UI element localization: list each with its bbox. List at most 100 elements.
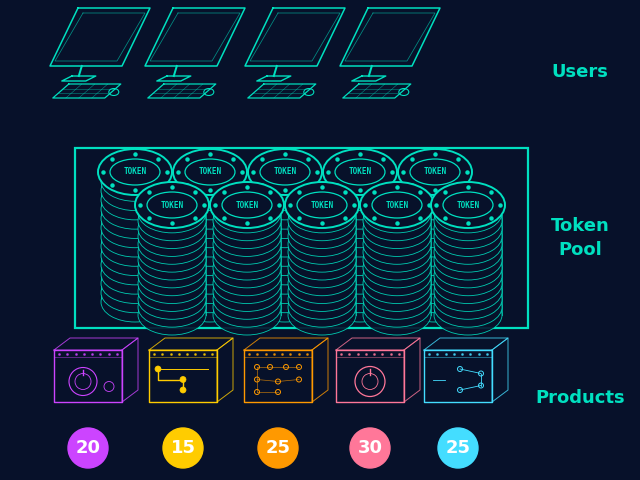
- Ellipse shape: [213, 271, 281, 312]
- Ellipse shape: [176, 161, 244, 201]
- Ellipse shape: [401, 161, 469, 201]
- Ellipse shape: [213, 201, 281, 240]
- Text: Products: Products: [535, 389, 625, 407]
- Ellipse shape: [434, 295, 502, 335]
- Ellipse shape: [288, 232, 356, 272]
- Ellipse shape: [288, 287, 356, 327]
- Text: TOKEN: TOKEN: [273, 168, 296, 177]
- Ellipse shape: [176, 198, 244, 239]
- Text: TOKEN: TOKEN: [348, 168, 372, 177]
- Ellipse shape: [434, 232, 502, 272]
- Ellipse shape: [288, 295, 356, 335]
- Ellipse shape: [101, 254, 169, 294]
- Circle shape: [163, 428, 203, 468]
- Ellipse shape: [251, 236, 319, 276]
- Ellipse shape: [401, 208, 469, 248]
- Ellipse shape: [176, 273, 244, 312]
- Circle shape: [155, 366, 161, 372]
- Ellipse shape: [101, 189, 169, 229]
- Ellipse shape: [176, 170, 244, 211]
- Ellipse shape: [326, 273, 394, 312]
- Ellipse shape: [176, 217, 244, 257]
- Ellipse shape: [372, 192, 422, 218]
- Ellipse shape: [251, 217, 319, 257]
- Text: TOKEN: TOKEN: [385, 201, 408, 209]
- Ellipse shape: [213, 287, 281, 327]
- Ellipse shape: [401, 152, 469, 192]
- Text: TOKEN: TOKEN: [161, 201, 184, 209]
- Ellipse shape: [326, 217, 394, 257]
- Ellipse shape: [434, 201, 502, 240]
- Ellipse shape: [213, 193, 281, 233]
- Ellipse shape: [326, 226, 394, 266]
- Ellipse shape: [101, 236, 169, 276]
- Ellipse shape: [363, 232, 431, 272]
- Ellipse shape: [135, 182, 209, 228]
- Ellipse shape: [176, 152, 244, 192]
- Ellipse shape: [297, 192, 347, 218]
- Ellipse shape: [363, 271, 431, 312]
- Ellipse shape: [401, 198, 469, 239]
- Text: 25: 25: [266, 439, 291, 457]
- Ellipse shape: [176, 245, 244, 285]
- Ellipse shape: [138, 264, 206, 303]
- Ellipse shape: [101, 208, 169, 248]
- Ellipse shape: [401, 189, 469, 229]
- Ellipse shape: [326, 208, 394, 248]
- Ellipse shape: [101, 180, 169, 220]
- Ellipse shape: [363, 216, 431, 256]
- Ellipse shape: [288, 209, 356, 249]
- Ellipse shape: [326, 198, 394, 239]
- Ellipse shape: [335, 159, 385, 185]
- Ellipse shape: [210, 182, 284, 228]
- Ellipse shape: [326, 245, 394, 285]
- Text: TOKEN: TOKEN: [424, 168, 447, 177]
- Ellipse shape: [326, 254, 394, 294]
- Ellipse shape: [363, 248, 431, 288]
- Ellipse shape: [260, 159, 310, 185]
- Ellipse shape: [176, 264, 244, 303]
- Ellipse shape: [326, 282, 394, 322]
- Ellipse shape: [288, 248, 356, 288]
- Ellipse shape: [434, 271, 502, 312]
- Ellipse shape: [434, 185, 502, 225]
- Ellipse shape: [101, 226, 169, 266]
- Ellipse shape: [401, 180, 469, 220]
- Ellipse shape: [431, 182, 505, 228]
- Ellipse shape: [288, 271, 356, 312]
- Ellipse shape: [434, 287, 502, 327]
- Ellipse shape: [363, 279, 431, 319]
- Ellipse shape: [401, 217, 469, 257]
- Ellipse shape: [251, 189, 319, 229]
- Ellipse shape: [326, 189, 394, 229]
- Ellipse shape: [138, 224, 206, 264]
- Ellipse shape: [326, 152, 394, 192]
- Ellipse shape: [138, 287, 206, 327]
- Ellipse shape: [326, 264, 394, 303]
- Ellipse shape: [326, 161, 394, 201]
- Ellipse shape: [401, 254, 469, 294]
- Ellipse shape: [138, 240, 206, 280]
- Ellipse shape: [251, 254, 319, 294]
- Ellipse shape: [213, 264, 281, 303]
- Text: 20: 20: [76, 439, 100, 457]
- Ellipse shape: [288, 279, 356, 319]
- Ellipse shape: [251, 282, 319, 322]
- Ellipse shape: [101, 282, 169, 322]
- Ellipse shape: [138, 232, 206, 272]
- Ellipse shape: [222, 192, 272, 218]
- Ellipse shape: [288, 216, 356, 256]
- Text: TOKEN: TOKEN: [124, 168, 147, 177]
- Ellipse shape: [251, 208, 319, 248]
- Ellipse shape: [401, 273, 469, 312]
- Ellipse shape: [326, 236, 394, 276]
- Ellipse shape: [401, 282, 469, 322]
- Ellipse shape: [251, 226, 319, 266]
- Circle shape: [180, 387, 186, 393]
- Ellipse shape: [434, 216, 502, 256]
- Circle shape: [180, 376, 186, 383]
- Ellipse shape: [213, 279, 281, 319]
- Ellipse shape: [285, 182, 359, 228]
- Ellipse shape: [176, 226, 244, 266]
- Ellipse shape: [434, 248, 502, 288]
